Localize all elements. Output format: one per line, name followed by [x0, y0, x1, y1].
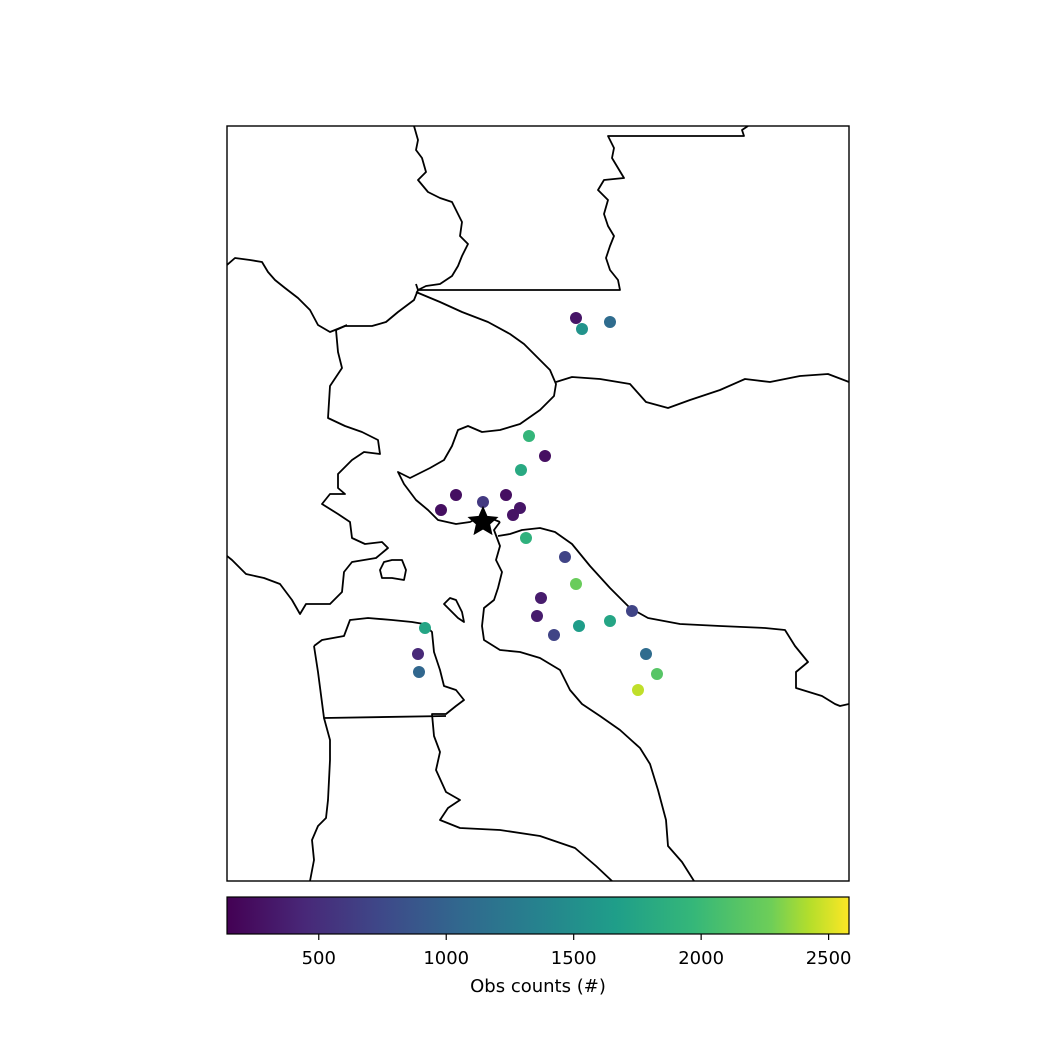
obs-point [651, 668, 663, 680]
obs-point [576, 323, 588, 335]
obs-point [413, 666, 425, 678]
station-marker-star [467, 505, 499, 536]
obs-point [515, 464, 527, 476]
colorbar-ticks: 500 1000 1500 2000 2500 [302, 934, 852, 969]
obs-point [500, 489, 512, 501]
colorbar-tick-label: 2500 [806, 948, 852, 969]
boundary-sf-county [313, 645, 447, 719]
coastline-east-bay [481, 521, 695, 881]
colorbar-gradient [226, 896, 850, 935]
boundary-north [440, 126, 749, 291]
obs-point [632, 684, 644, 696]
obs-point [604, 615, 616, 627]
obs-point [477, 496, 489, 508]
observation-points [412, 312, 663, 696]
coastline-north-shore [227, 257, 419, 333]
obs-point [573, 620, 585, 632]
colorbar-tick-label: 2000 [678, 948, 724, 969]
colorbar-label: Obs counts (#) [470, 976, 606, 997]
colorbar-tick-label: 1500 [551, 948, 597, 969]
coastline-napa-river [413, 126, 469, 291]
obs-point [531, 610, 543, 622]
obs-point [412, 648, 424, 660]
obs-point [626, 605, 638, 617]
obs-point [435, 504, 447, 516]
obs-point [570, 578, 582, 590]
obs-point [450, 489, 462, 501]
station-star-icon [467, 505, 499, 536]
obs-point [640, 648, 652, 660]
obs-point [535, 592, 547, 604]
obs-point [419, 622, 431, 634]
colorbar: 500 1000 1500 2000 2500 Obs counts (#) [226, 896, 852, 997]
obs-point [570, 312, 582, 324]
island-alcatraz [443, 597, 465, 623]
coastline-sf-peninsula [313, 617, 613, 881]
colorbar-tick-label: 500 [302, 948, 336, 969]
map-frame [226, 125, 850, 882]
obs-point [520, 532, 532, 544]
obs-point [559, 551, 571, 563]
coastline-hills [497, 527, 849, 707]
coastline-carquinez [555, 373, 849, 409]
coastline-peninsula-west [309, 717, 331, 881]
colorbar-tick-label: 1000 [423, 948, 469, 969]
obs-point [604, 316, 616, 328]
obs-point [539, 450, 551, 462]
obs-point [523, 430, 535, 442]
island-angel [379, 559, 407, 581]
coastline-marin [227, 324, 389, 615]
coastline-san-pablo-bay [397, 291, 557, 525]
coastlines [227, 126, 849, 881]
obs-point [548, 629, 560, 641]
obs-point [507, 509, 519, 521]
